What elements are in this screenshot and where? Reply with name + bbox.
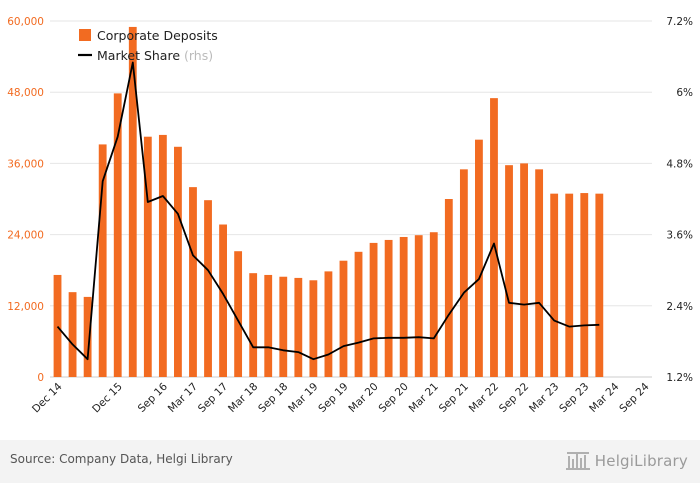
library-icon	[565, 452, 590, 470]
bar	[204, 200, 212, 377]
bar	[294, 277, 303, 377]
bar	[128, 26, 137, 378]
x-tick-label: Dec 15	[90, 381, 125, 416]
bar	[550, 193, 559, 377]
bar	[309, 280, 318, 377]
legend-label-corporate-deposits: Corporate Deposits	[97, 28, 218, 43]
y-left-tick-label: 0	[37, 372, 44, 384]
y-axis-right: 1.2% 2.4% 3.6% 4.8% 6% 7.2%	[666, 16, 693, 384]
bar	[505, 165, 513, 377]
legend-label-market-share-name: Market Share	[97, 48, 180, 63]
y-left-tick-label: 24,000	[7, 230, 44, 242]
bar	[414, 235, 423, 377]
x-tick-label: Dec 14	[30, 380, 65, 415]
x-tick-label: Sep 19	[316, 381, 350, 415]
bar	[219, 224, 227, 377]
bar	[429, 232, 438, 377]
bar	[565, 193, 574, 377]
bar	[459, 169, 468, 377]
bar	[475, 139, 483, 377]
legend: Corporate Deposits Market Share (rhs)	[78, 28, 218, 63]
bar	[535, 169, 544, 377]
x-tick-label: Mar 21	[407, 381, 441, 415]
y-left-tick-label: 36,000	[7, 158, 44, 170]
y-right-tick-label: 6%	[676, 87, 693, 99]
x-tick-label: Sep 16	[136, 380, 171, 415]
y-right-tick-label: 1.2%	[666, 372, 693, 384]
y-right-tick-label: 4.8%	[666, 158, 693, 170]
y-right-tick-label: 3.6%	[666, 230, 693, 242]
bar-series-corporate-deposits	[53, 26, 604, 378]
x-tick-label: Sep 22	[497, 381, 531, 415]
x-tick-label: Sep 24	[617, 380, 652, 415]
bar	[68, 292, 77, 377]
line-series-market-share	[56, 61, 600, 361]
market-share-line	[56, 61, 600, 361]
x-tick-label: Sep 17	[196, 381, 230, 415]
y-left-tick-label: 12,000	[7, 301, 44, 313]
legend-label-market-share-suffix: (rhs)	[184, 48, 213, 63]
bar	[399, 236, 408, 377]
bar	[53, 274, 62, 377]
y-right-tick-label: 7.2%	[666, 16, 693, 28]
x-tick-label: Mar 19	[286, 381, 320, 415]
bar	[580, 193, 589, 377]
bar	[143, 136, 152, 377]
bar	[174, 146, 182, 377]
y-left-tick-label: 60,000	[7, 16, 44, 28]
x-tick-label: Sep 20	[377, 381, 411, 415]
bar	[189, 187, 197, 377]
bar	[113, 93, 122, 378]
x-tick-label: Mar 22	[467, 381, 501, 415]
bar	[279, 276, 288, 377]
bar	[234, 251, 243, 377]
bar	[520, 163, 528, 377]
x-tick-label: Mar 23	[527, 381, 561, 415]
x-tick-label: Sep 18	[256, 381, 290, 415]
source-text: Source: Company Data, Helgi Library	[10, 452, 233, 466]
legend-label-market-share: Market Share (rhs)	[97, 48, 213, 63]
bar	[249, 273, 258, 377]
footer: Source: Company Data, Helgi Library Helg…	[0, 440, 700, 483]
bar	[83, 296, 92, 377]
brand-logo: HelgiLibrary	[565, 448, 688, 474]
bar	[369, 242, 378, 377]
y-right-tick-label: 2.4%	[666, 301, 693, 313]
y-left-tick-label: 48,000	[7, 87, 44, 99]
x-tick-label: Mar 18	[226, 381, 260, 415]
chart-svg: 0 12,000 24,000 36,000 48,000 60,000 1.2% 2.4%…	[7, 16, 693, 415]
x-tick-label: Mar 20	[346, 381, 380, 415]
x-tick-label: Mar 24	[587, 380, 622, 415]
bar	[339, 260, 348, 377]
bar	[490, 98, 498, 377]
bar	[595, 193, 604, 377]
bar	[384, 239, 393, 377]
bar	[158, 134, 167, 377]
x-tick-label: Sep 23	[557, 381, 591, 415]
bar	[264, 274, 273, 377]
y-axis-left: 0 12,000 24,000 36,000 48,000 60,000	[7, 16, 44, 384]
bar	[324, 271, 333, 377]
bar	[354, 251, 363, 377]
legend-swatch-corporate-deposits	[79, 29, 91, 41]
x-tick-label: Sep 21	[437, 381, 471, 415]
bar	[444, 199, 453, 377]
bar	[98, 144, 107, 377]
brand-name: HelgiLibrary	[594, 452, 688, 470]
x-tick-label: Mar 17	[166, 381, 200, 415]
